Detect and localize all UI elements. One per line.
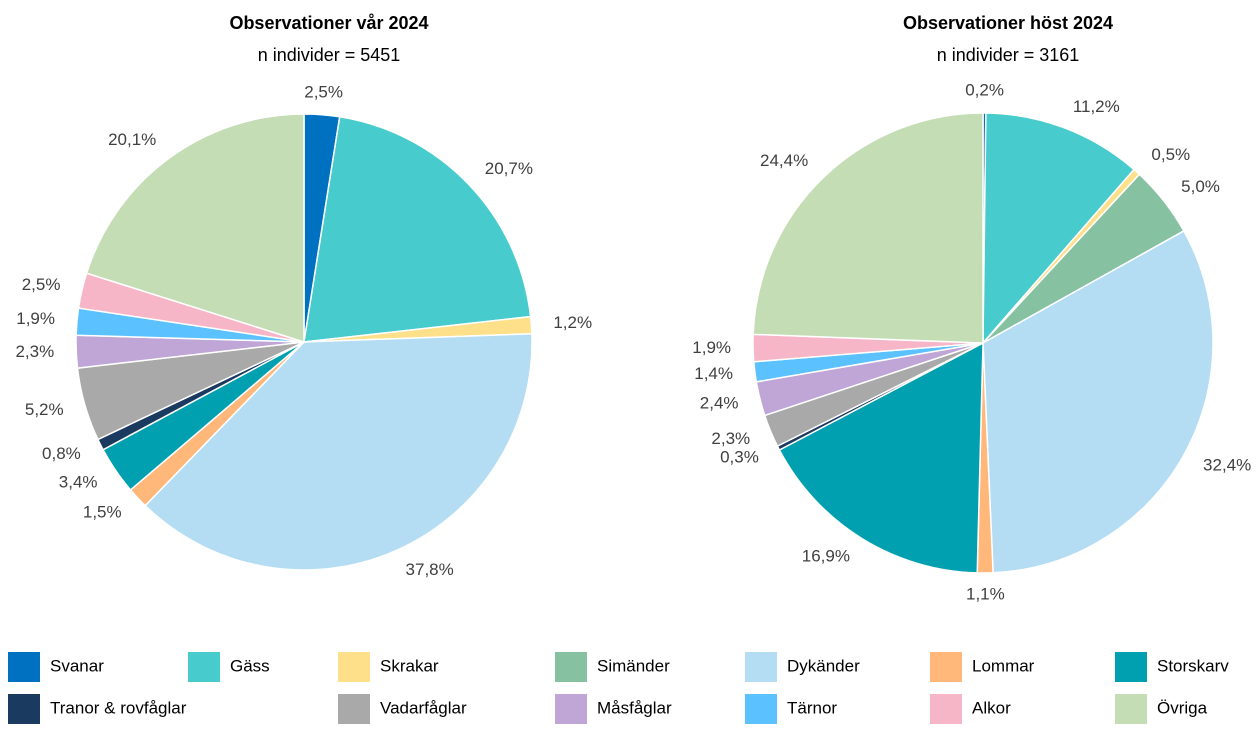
pie-slice xyxy=(982,112,1136,346)
legend-label: Måsfåglar xyxy=(597,698,672,717)
data-label: 3,4% xyxy=(59,472,98,491)
legend-swatch xyxy=(555,652,587,682)
data-label: 5,0% xyxy=(1181,177,1220,196)
data-label: 2,3% xyxy=(15,342,54,361)
data-label: 2,5% xyxy=(22,275,61,294)
legend-swatch xyxy=(745,652,777,682)
legend-swatch xyxy=(555,694,587,724)
data-label: 2,3% xyxy=(711,429,750,448)
chart-subtitle: n individer = 5451 xyxy=(258,45,401,65)
legend-label: Skrakar xyxy=(380,656,439,675)
data-label: 0,5% xyxy=(1151,145,1190,164)
legend-label: Dykänder xyxy=(787,656,860,675)
legend-label: Lommar xyxy=(972,656,1035,675)
legend-label: Vadarfåglar xyxy=(380,698,467,717)
chart-title: Observationer höst 2024 xyxy=(903,13,1113,33)
legend-swatch xyxy=(338,694,370,724)
data-label: 1,5% xyxy=(83,502,122,521)
data-label: 20,7% xyxy=(485,159,533,178)
chart-title: Observationer vår 2024 xyxy=(229,13,428,33)
data-label: 1,1% xyxy=(966,584,1005,603)
data-label: 2,4% xyxy=(700,394,739,413)
data-label: 37,8% xyxy=(406,560,454,579)
data-label: 11,2% xyxy=(1073,97,1120,116)
legend-swatch xyxy=(8,694,40,724)
data-label: 1,9% xyxy=(692,338,731,357)
pie-slice xyxy=(982,229,1214,574)
data-label: 0,3% xyxy=(720,448,759,467)
legend-swatch xyxy=(188,652,220,682)
pie-slice xyxy=(85,113,305,344)
pie-slice xyxy=(778,341,984,574)
legend-swatch xyxy=(930,652,962,682)
legend-label: Gäss xyxy=(230,656,270,675)
legend-label: Övriga xyxy=(1157,698,1208,717)
data-label: 0,8% xyxy=(42,444,81,463)
pie-slice xyxy=(752,112,984,344)
legend-swatch xyxy=(1115,694,1147,724)
data-label: 2,5% xyxy=(304,82,343,101)
legend-swatch xyxy=(1115,652,1147,682)
legend-label: Storskarv xyxy=(1157,656,1229,675)
legend-swatch xyxy=(745,694,777,724)
chart-subtitle: n individer = 3161 xyxy=(937,45,1080,65)
data-label: 1,4% xyxy=(694,364,733,383)
data-label: 32,4% xyxy=(1203,455,1251,474)
data-label: 0,2% xyxy=(965,80,1004,99)
pie-slice xyxy=(144,332,533,571)
data-label: 20,1% xyxy=(108,130,156,149)
pie-slice xyxy=(303,115,532,343)
legend-label: Tranor & rovfåglar xyxy=(50,698,187,717)
legend-swatch xyxy=(338,652,370,682)
data-label: 16,9% xyxy=(802,547,850,566)
legend-label: Alkor xyxy=(972,698,1011,717)
data-label: 1,2% xyxy=(553,313,592,332)
legend-label: Tärnor xyxy=(787,698,837,717)
legend-swatch xyxy=(930,694,962,724)
legend-swatch xyxy=(8,652,40,682)
data-label: 5,2% xyxy=(25,400,64,419)
data-label: 1,9% xyxy=(16,309,55,328)
legend-label: Simänder xyxy=(597,656,670,675)
legend-label: Svanar xyxy=(50,656,104,675)
data-label: 24,4% xyxy=(760,151,808,170)
